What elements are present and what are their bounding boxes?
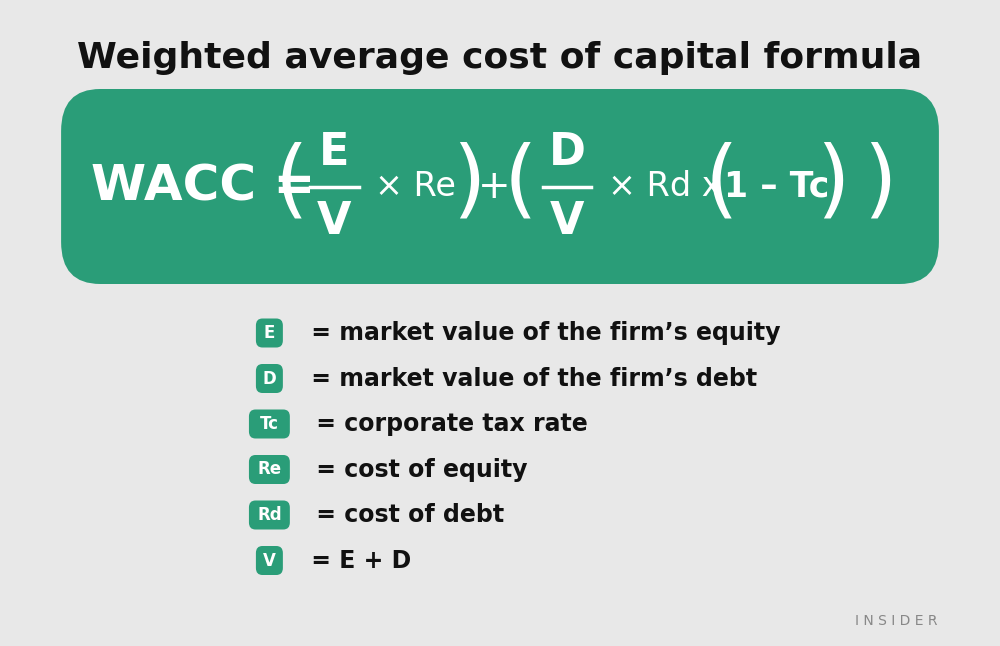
Text: × Rd x: × Rd x [608,170,721,203]
Text: = E + D: = E + D [303,548,411,572]
Text: = market value of the firm’s debt: = market value of the firm’s debt [303,366,757,390]
Text: (: ( [705,141,738,224]
Text: × Re: × Re [375,170,456,203]
Text: D: D [263,370,276,388]
Text: I N S I D E R: I N S I D E R [855,614,937,628]
Text: V: V [550,200,584,243]
Text: = market value of the firm’s equity: = market value of the firm’s equity [303,321,780,345]
Text: V: V [317,200,352,243]
FancyBboxPatch shape [256,546,283,575]
Text: Rd: Rd [257,506,282,524]
Text: = corporate tax rate: = corporate tax rate [308,412,588,436]
Text: D: D [548,131,585,174]
Text: Tc: Tc [260,415,279,433]
Text: (: ( [504,141,537,224]
FancyBboxPatch shape [256,318,283,348]
Text: E: E [264,324,275,342]
FancyBboxPatch shape [256,364,283,393]
Text: E: E [319,131,350,174]
Text: Re: Re [257,461,281,479]
FancyBboxPatch shape [249,410,290,439]
Text: ): ) [452,141,485,224]
Text: WACC =: WACC = [91,163,315,211]
Text: Weighted average cost of capital formula: Weighted average cost of capital formula [77,41,923,75]
Text: = cost of equity: = cost of equity [308,457,528,481]
Text: V: V [263,552,276,570]
FancyBboxPatch shape [61,89,939,284]
Text: (: ( [275,141,308,224]
Text: ): ) [816,141,850,224]
Text: +: + [478,167,511,205]
Text: 1 – Tc: 1 – Tc [724,169,830,203]
FancyBboxPatch shape [249,455,290,484]
Text: = cost of debt: = cost of debt [308,503,505,527]
FancyBboxPatch shape [249,501,290,530]
Text: ): ) [863,141,896,224]
